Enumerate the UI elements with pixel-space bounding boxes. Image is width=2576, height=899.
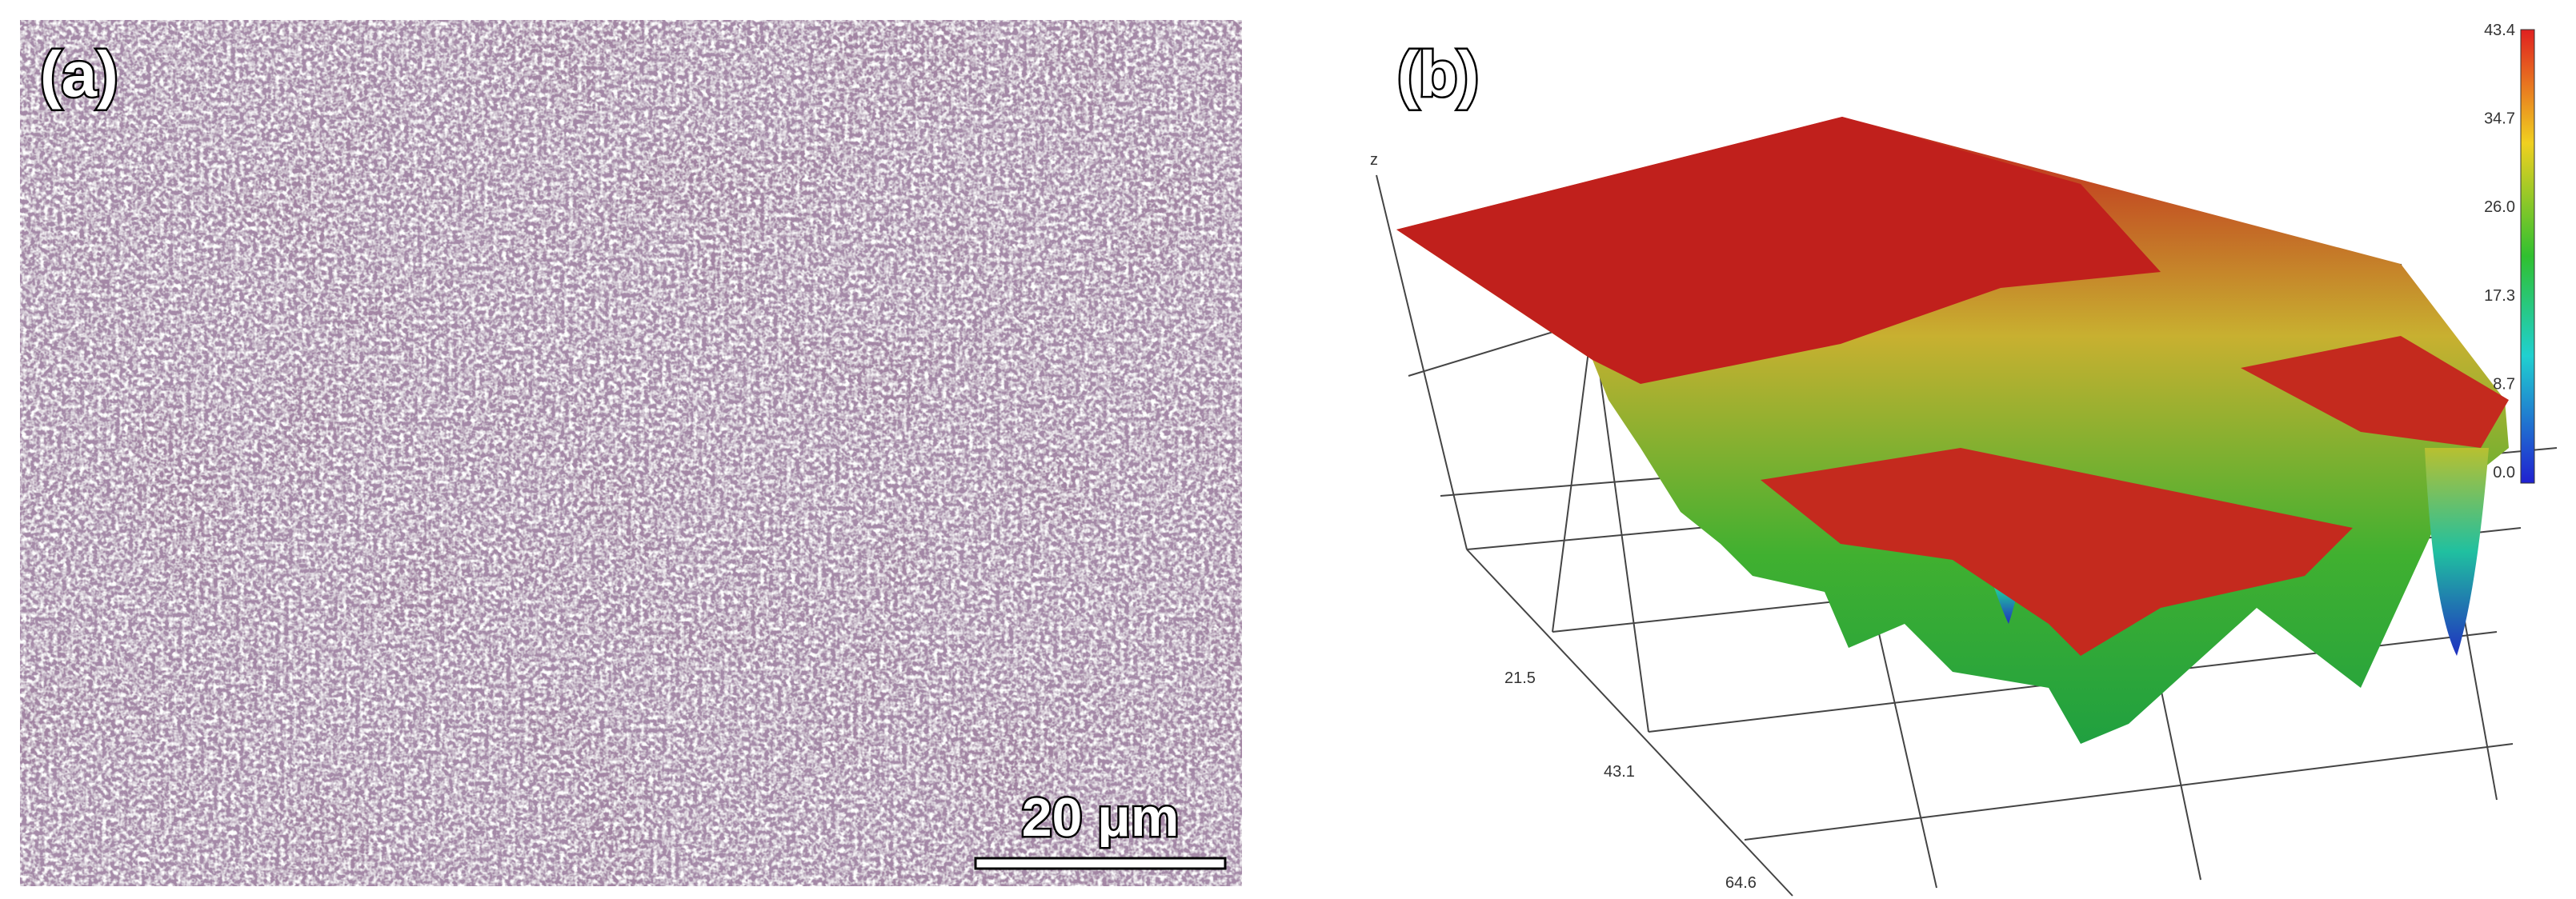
- colorbar-tick-label: 17.3: [2484, 287, 2515, 305]
- panel-label: (a): [40, 38, 118, 110]
- surface-top: [1396, 117, 2161, 384]
- colorbar-tick-label: 8.7: [2493, 375, 2515, 393]
- surface-dip: [2425, 448, 2489, 656]
- micrograph: [20, 20, 1242, 886]
- surface-ridge: [2241, 336, 2509, 448]
- axis-tick-label: 21.5: [1504, 669, 1536, 687]
- colorbar-tick-label: 43.4: [2484, 22, 2515, 39]
- axis-label: z: [1370, 151, 1378, 169]
- panel-label: (b): [1397, 38, 1479, 110]
- colorbar-tick-label: 34.7: [2484, 110, 2515, 128]
- surface-ridge: [1761, 448, 2353, 656]
- panel-a: (a) 20 μm: [20, 20, 1242, 886]
- scale-bar-label: 20 μm: [1022, 787, 1180, 848]
- colorbar-tick-label: 0.0: [2493, 464, 2515, 481]
- panel-b: (b) z 43.4 34.7 26.0 17.3 8.7 0.0 21.5 43.1 64.…: [1370, 22, 2558, 897]
- scale-bar: [974, 857, 1227, 870]
- axis-tick-label: 64.6: [1725, 874, 1757, 892]
- colorbar-tick-label: 26.0: [2484, 198, 2515, 216]
- colorbar: [2520, 29, 2535, 484]
- axis-tick-label: 43.1: [1604, 763, 1635, 781]
